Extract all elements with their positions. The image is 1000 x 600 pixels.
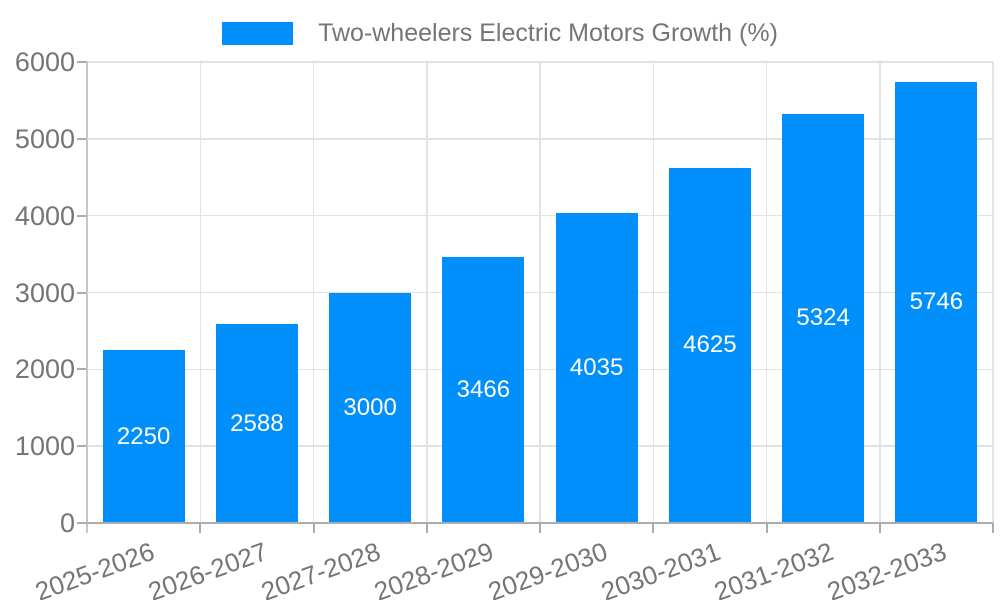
y-axis-tick [77,61,87,63]
x-axis-tick [199,523,202,533]
bar-2026-2027[interactable] [215,324,298,523]
bar-value-label: 2588 [230,409,284,437]
gridline-vertical [199,62,201,523]
bar-value-label: 3466 [456,375,511,403]
x-axis-tick [992,523,994,533]
legend-swatch [222,22,294,45]
bar-value-label: 3000 [343,393,397,421]
gridline-vertical [652,62,654,523]
y-axis-tick [77,368,87,371]
y-axis-label: 0 [59,508,75,538]
y-axis-label: 6000 [14,47,75,77]
gridline-vertical [992,62,994,523]
bar-2027-2028[interactable] [329,292,412,523]
y-axis-label: 3000 [14,277,75,308]
x-axis-tick [652,523,655,533]
x-axis-tick [878,523,881,533]
x-axis-tick [312,523,315,533]
y-axis-line [86,62,88,533]
bar-value-label: 4625 [683,331,737,359]
y-axis-tick [77,445,87,448]
y-axis-label: 2000 [14,354,75,385]
y-axis-tick [77,137,87,140]
gridline-vertical [426,62,428,523]
bar-value-label: 2250 [116,422,171,450]
bar-value-label: 5746 [909,288,964,316]
legend-label: Two-wheelers Electric Motors Growth (%) [318,19,778,47]
bar-2028-2029[interactable] [442,256,525,523]
gridline-vertical [312,62,315,523]
bar-value-label: 5324 [796,304,850,332]
y-axis-label: 4000 [14,200,75,231]
x-axis-tick [539,523,541,533]
gridline-vertical [765,62,768,523]
bar-2025-2026[interactable] [102,350,185,523]
bar-2029-2030[interactable] [555,212,638,523]
y-axis-tick [77,214,87,217]
gridline-vertical [879,62,881,523]
x-axis-tick [765,523,768,533]
y-axis-tick [77,291,87,294]
bar-value-label: 4035 [569,353,624,381]
y-axis-label: 1000 [14,431,75,462]
x-axis-tick [425,523,428,533]
bar-2032-2033[interactable] [895,81,978,523]
legend[interactable]: Two-wheelers Electric Motors Growth (%) [0,19,1000,48]
bar-2030-2031[interactable] [668,167,751,523]
bar-2031-2032[interactable] [782,113,865,523]
y-axis-label: 5000 [14,123,75,154]
gridline-vertical [539,62,541,523]
x-axis-line [79,521,993,524]
